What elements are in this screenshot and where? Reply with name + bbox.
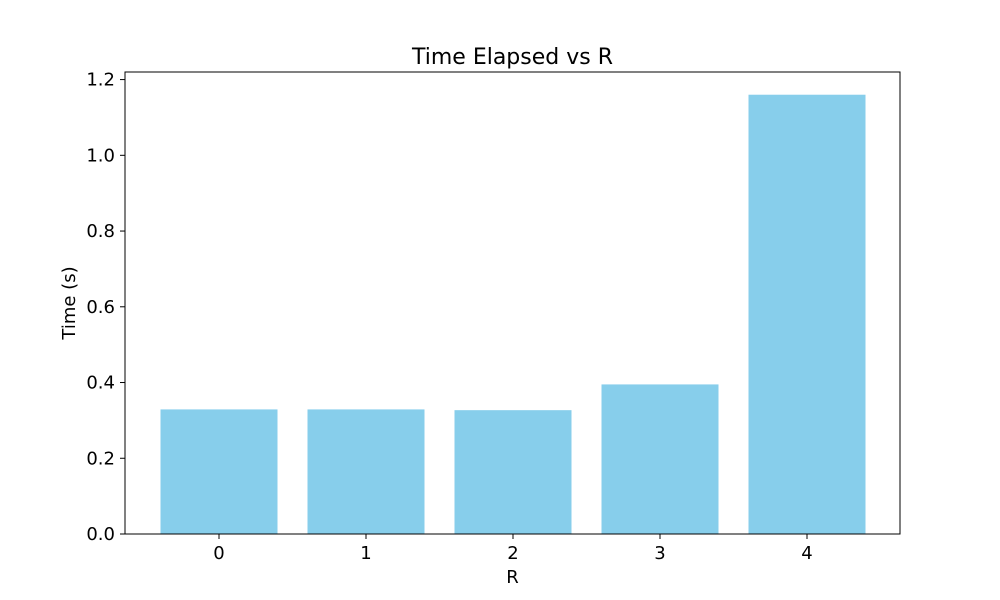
x-tick-label-1: 1 <box>360 543 371 564</box>
x-tick-label-3: 3 <box>654 543 665 564</box>
x-tick-label-2: 2 <box>507 543 518 564</box>
y-axis-ticks: 0.0 0.2 0.4 0.6 0.8 1.0 1.2 <box>86 70 125 545</box>
y-tick-label-0.6: 0.6 <box>86 297 115 318</box>
y-tick-label-0.0: 0.0 <box>86 524 115 545</box>
y-tick-label-1.2: 1.2 <box>86 70 115 91</box>
y-axis-label: Time (s) <box>59 266 80 340</box>
y-tick-label-0.2: 0.2 <box>86 448 115 469</box>
plot-frame <box>124 71 901 535</box>
x-axis-ticks: 0 1 2 3 4 <box>213 534 813 564</box>
y-tick-label-0.4: 0.4 <box>86 373 115 394</box>
bar-4 <box>748 94 866 534</box>
y-tick-label-1.0: 1.0 <box>86 145 115 166</box>
bar-1 <box>307 409 425 534</box>
x-axis-label: R <box>506 567 519 588</box>
bar-2 <box>454 410 572 534</box>
x-tick-label-0: 0 <box>213 543 224 564</box>
bar-3 <box>601 384 719 534</box>
bar-0 <box>160 409 278 534</box>
bars-group <box>160 94 866 534</box>
chart-title: Time Elapsed vs R <box>411 45 613 70</box>
x-tick-label-4: 4 <box>801 543 812 564</box>
y-tick-label-0.8: 0.8 <box>86 221 115 242</box>
